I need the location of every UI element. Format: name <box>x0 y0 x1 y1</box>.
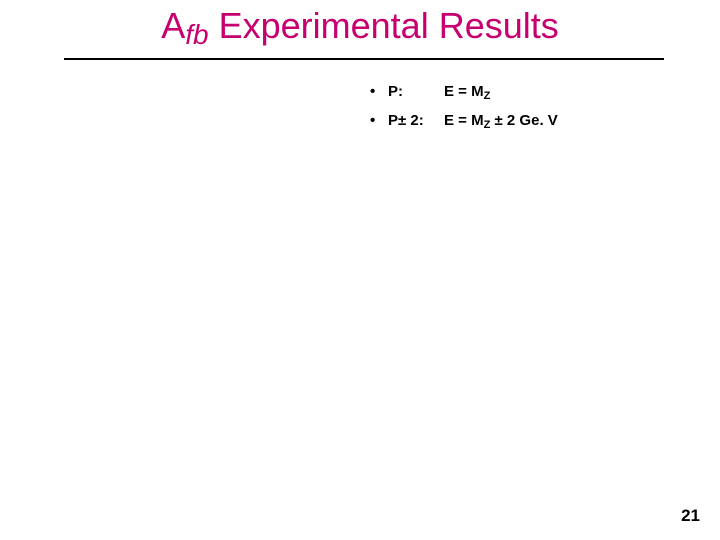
bullet-marker: • <box>370 107 388 136</box>
bullet-value-prefix: E = M <box>444 112 484 129</box>
title-underline <box>64 58 664 60</box>
bullet-value-subscript: Z <box>484 90 491 102</box>
slide-title: Afb Experimental Results <box>0 6 720 46</box>
bullet-value: E = MZ ± 2 Ge. V <box>444 107 558 136</box>
bullet-value-subscript: Z <box>484 119 491 131</box>
page-number: 21 <box>681 506 700 526</box>
title-text: Experimental Results <box>209 5 559 46</box>
bullet-list: • P: E = MZ • P± 2: E = MZ ± 2 Ge. V <box>370 78 558 135</box>
bullet-value-pm: ± <box>490 112 507 129</box>
bullet-label: P± 2: <box>388 107 444 136</box>
bullet-label-prefix: P <box>388 83 398 100</box>
title-symbol-base: A <box>161 5 185 46</box>
bullet-item: • P: E = MZ <box>370 78 558 107</box>
bullet-marker: • <box>370 78 388 107</box>
bullet-label-suffix: 2: <box>406 112 424 129</box>
bullet-label-suffix: : <box>398 83 403 100</box>
bullet-label-prefix: P <box>388 112 398 129</box>
slide: Afb Experimental Results • P: E = MZ • P… <box>0 0 720 540</box>
bullet-label: P: <box>388 78 444 107</box>
bullet-label-pm: ± <box>398 112 406 129</box>
bullet-value: E = MZ <box>444 78 490 107</box>
bullet-value-prefix: E = M <box>444 83 484 100</box>
title-symbol-subscript: fb <box>185 19 208 50</box>
bullet-item: • P± 2: E = MZ ± 2 Ge. V <box>370 107 558 136</box>
bullet-value-suffix: 2 Ge. V <box>507 112 558 129</box>
